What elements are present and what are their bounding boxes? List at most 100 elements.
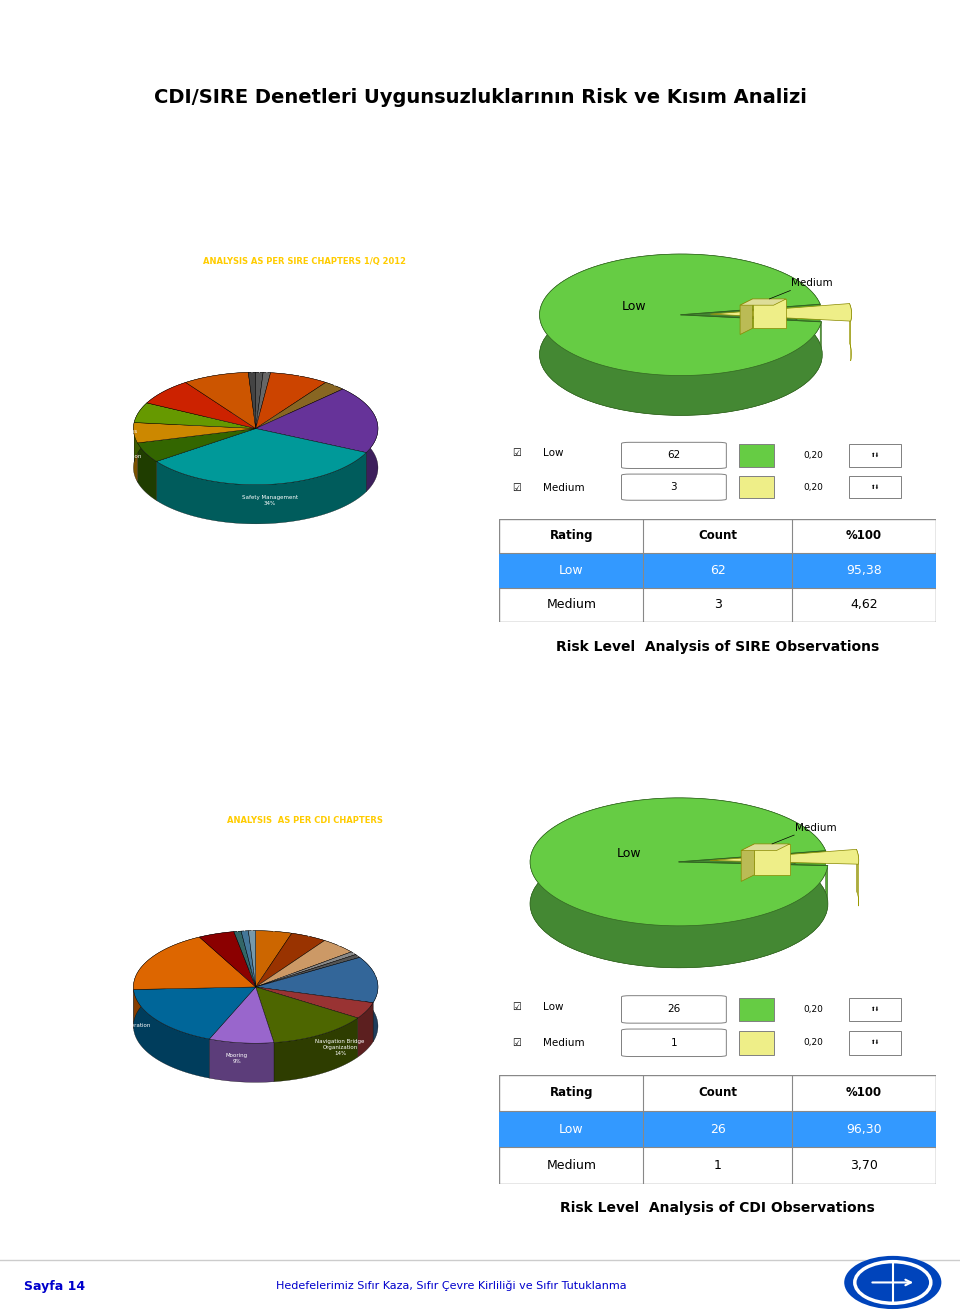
- Text: Low: Low: [617, 846, 641, 859]
- Text: ⬆⬇: ⬆⬇: [870, 485, 879, 490]
- Text: ANALYSIS  AS PER CDI CHAPTERS: ANALYSIS AS PER CDI CHAPTERS: [227, 816, 383, 825]
- Bar: [739, 476, 775, 498]
- Polygon shape: [156, 428, 366, 485]
- Text: 1: 1: [671, 1038, 677, 1047]
- Polygon shape: [255, 372, 263, 411]
- Polygon shape: [255, 987, 358, 1042]
- Polygon shape: [156, 452, 366, 524]
- Text: Structural Condition
0%: Structural Condition 0%: [223, 336, 277, 347]
- Polygon shape: [249, 372, 255, 428]
- Text: Rating: Rating: [549, 1087, 593, 1100]
- Text: 1: 1: [713, 1159, 722, 1172]
- Bar: [849, 444, 901, 466]
- Polygon shape: [249, 930, 255, 987]
- Polygon shape: [753, 298, 786, 328]
- Text: Engine Room and Steering
Gear Compartment
8%: Engine Room and Steering Gear Compartmen…: [101, 373, 175, 389]
- Text: Hull and Superstructure
5%: Hull and Superstructure 5%: [385, 917, 450, 929]
- Text: Medium: Medium: [546, 1159, 596, 1172]
- FancyBboxPatch shape: [621, 474, 727, 501]
- Polygon shape: [856, 849, 859, 907]
- Polygon shape: [241, 930, 255, 987]
- Text: Low: Low: [621, 300, 646, 313]
- Text: 26: 26: [667, 1004, 681, 1014]
- Polygon shape: [185, 372, 255, 428]
- FancyBboxPatch shape: [621, 1029, 727, 1056]
- Polygon shape: [249, 372, 255, 411]
- Text: 62: 62: [709, 564, 726, 577]
- Polygon shape: [134, 403, 147, 461]
- Polygon shape: [325, 382, 343, 428]
- Polygon shape: [343, 389, 378, 491]
- Circle shape: [854, 1261, 931, 1303]
- Text: 4,62: 4,62: [851, 598, 877, 611]
- Text: ☑: ☑: [513, 1001, 521, 1012]
- Bar: [739, 1031, 775, 1055]
- Text: Medium: Medium: [543, 1038, 585, 1049]
- Polygon shape: [234, 932, 255, 987]
- Polygon shape: [133, 937, 200, 1029]
- Text: 3: 3: [671, 482, 677, 493]
- Text: Security
0%: Security 0%: [239, 895, 261, 905]
- Polygon shape: [255, 958, 378, 1003]
- Polygon shape: [741, 844, 755, 882]
- Bar: [499, 553, 936, 587]
- Polygon shape: [740, 298, 786, 305]
- Polygon shape: [530, 798, 828, 967]
- Polygon shape: [741, 844, 790, 850]
- Text: ☑: ☑: [513, 448, 521, 457]
- Polygon shape: [351, 951, 356, 993]
- Text: 3,70: 3,70: [850, 1159, 877, 1172]
- Text: Hedefelerimiz Sıfır Kaza, Sıfır Çevre Kirliliği ve Sıfır Tutuklanma: Hedefelerimiz Sıfır Kaza, Sıfır Çevre Ki…: [276, 1281, 627, 1292]
- Text: Operational Safety
0%: Operational Safety 0%: [202, 895, 253, 907]
- Polygon shape: [133, 423, 137, 482]
- Text: Navigation
20%: Navigation 20%: [396, 411, 425, 422]
- Text: Certification&Manning
0%: Certification&Manning 0%: [242, 336, 303, 347]
- Text: Risk Level  Analysis of CDI Observations: Risk Level Analysis of CDI Observations: [561, 1201, 875, 1215]
- Polygon shape: [255, 382, 343, 428]
- Polygon shape: [137, 443, 156, 501]
- Polygon shape: [274, 1018, 358, 1081]
- Polygon shape: [133, 989, 209, 1077]
- Polygon shape: [147, 382, 185, 442]
- Text: Crew Management
3%: Crew Management 3%: [378, 356, 430, 368]
- Polygon shape: [200, 932, 234, 976]
- Polygon shape: [755, 844, 790, 875]
- Text: Sayfa 14: Sayfa 14: [16, 21, 84, 35]
- Text: ⬆⬇: ⬆⬇: [870, 453, 879, 457]
- Polygon shape: [255, 987, 373, 1018]
- Polygon shape: [255, 930, 292, 987]
- Text: 0,20: 0,20: [804, 482, 824, 491]
- Polygon shape: [358, 1003, 373, 1056]
- Text: 0,20: 0,20: [804, 1005, 824, 1014]
- Text: Low: Low: [559, 564, 584, 577]
- Text: Certification&Documentation
8%: Certification&Documentation 8%: [283, 342, 364, 352]
- FancyBboxPatch shape: [621, 996, 727, 1024]
- Text: Mooring
9%: Mooring 9%: [226, 1053, 248, 1064]
- Text: Certification ,Manning etc
14%: Certification ,Manning etc 14%: [375, 972, 446, 983]
- Text: Sayfa 14: Sayfa 14: [24, 1280, 85, 1293]
- Polygon shape: [255, 930, 292, 972]
- Text: %100: %100: [846, 1087, 882, 1100]
- Polygon shape: [255, 372, 271, 428]
- Text: Low: Low: [543, 448, 564, 457]
- Text: ☑: ☑: [513, 1038, 521, 1049]
- Polygon shape: [255, 389, 378, 452]
- Polygon shape: [255, 372, 263, 428]
- Text: Superstructure and External
Weather Decks
9%: Superstructure and External Weather Deck…: [165, 352, 243, 369]
- Text: Mooring
6%: Mooring 6%: [95, 402, 117, 414]
- Text: Life Saving Appliances
5%: Life Saving Appliances 5%: [252, 895, 315, 907]
- Polygon shape: [147, 382, 255, 428]
- Text: CDI/SIRE Denetleri Uygunsuzluklarının Risk ve Kısım Analizi: CDI/SIRE Denetleri Uygunsuzluklarının Ri…: [154, 88, 806, 108]
- Polygon shape: [292, 933, 324, 980]
- Text: Navigation Bridge
Organization
14%: Navigation Bridge Organization 14%: [315, 1039, 365, 1056]
- Text: Engine Department
19%: Engine Department 19%: [93, 946, 147, 957]
- Polygon shape: [209, 1039, 274, 1083]
- Text: ⬆⬇: ⬆⬇: [870, 1041, 879, 1045]
- Polygon shape: [133, 987, 255, 1039]
- Text: Pollution Prevention
6%: Pollution Prevention 6%: [87, 453, 141, 465]
- Polygon shape: [255, 373, 325, 428]
- Text: Communications Procedures
and Equipment
0%: Communications Procedures and Equipment …: [222, 332, 300, 350]
- Text: Count: Count: [698, 1087, 737, 1100]
- Polygon shape: [710, 304, 852, 321]
- Polygon shape: [263, 372, 271, 411]
